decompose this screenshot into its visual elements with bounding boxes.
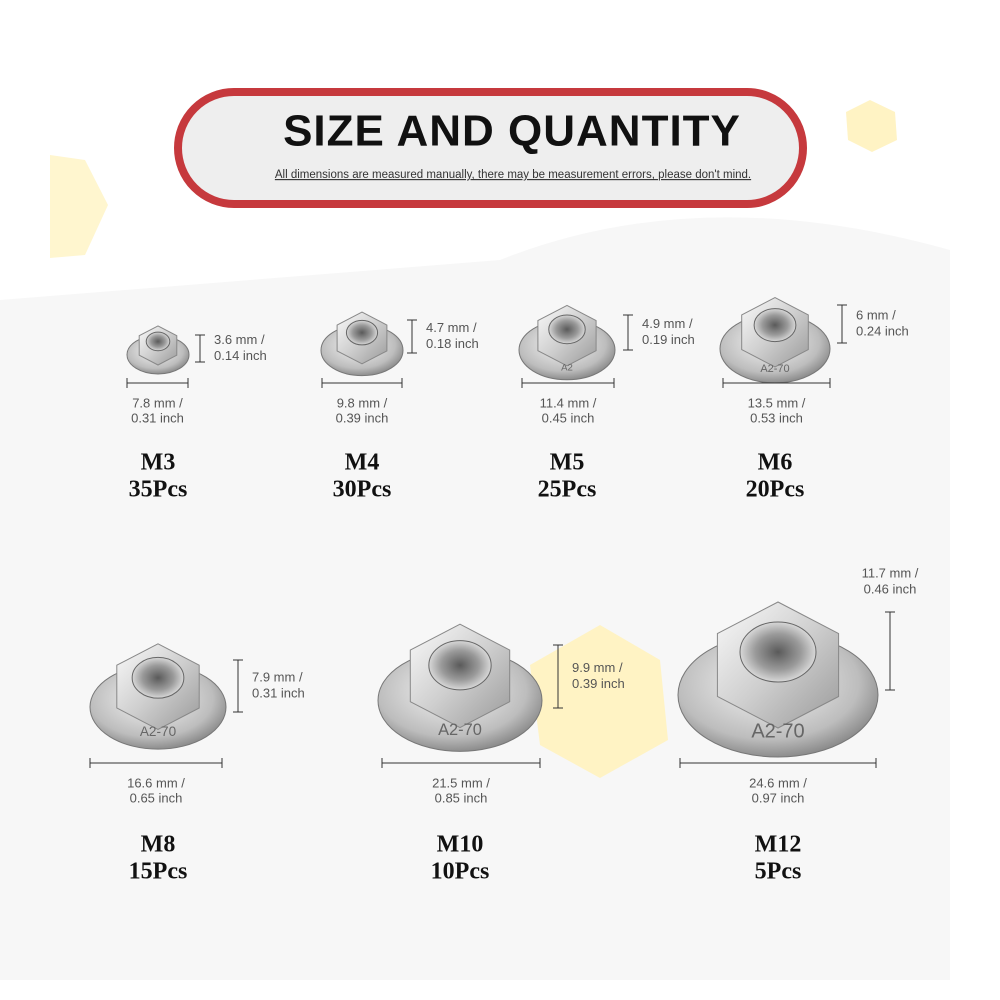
nut-stamp: A2-70 [751, 720, 804, 742]
size-label: M3 [141, 450, 176, 476]
nut [320, 311, 404, 377]
height-label: 3.6 mm / [214, 332, 265, 347]
height-label: 0.46 inch [864, 581, 917, 596]
quantity-label: 25Pcs [538, 477, 597, 503]
height-label: 0.18 inch [426, 336, 479, 351]
height-label: 0.31 inch [252, 685, 305, 700]
header-pill [174, 88, 807, 208]
nut-stamp: A2 [561, 362, 573, 373]
nut [126, 325, 190, 375]
width-label: 16.6 mm / [127, 775, 185, 790]
nut: A2-70 [719, 297, 831, 384]
quantity-label: 35Pcs [129, 477, 188, 503]
nut: A2-70 [89, 643, 227, 750]
width-label: 0.53 inch [750, 410, 803, 425]
width-label: 13.5 mm / [748, 395, 806, 410]
height-label: 0.39 inch [572, 676, 625, 691]
height-label: 0.24 inch [856, 323, 909, 338]
height-label: 9.9 mm / [572, 660, 623, 675]
quantity-label: 10Pcs [431, 859, 490, 885]
nut-stamp: A2-70 [760, 363, 789, 375]
nut-stamp: A2-70 [140, 724, 177, 739]
size-label: M12 [755, 832, 802, 858]
width-label: 7.8 mm / [132, 395, 183, 410]
deco-hexagon [50, 155, 108, 258]
quantity-label: 20Pcs [746, 477, 805, 503]
size-label: M8 [141, 832, 176, 858]
nut-hole [428, 640, 492, 691]
deco-hexagon [530, 625, 668, 778]
quantity-label: 30Pcs [333, 477, 392, 503]
width-label: 0.97 inch [752, 790, 805, 805]
nut-stamp: A2-70 [438, 721, 482, 739]
background-shape [0, 217, 950, 981]
height-label: 7.9 mm / [252, 669, 303, 684]
width-label: 9.8 mm / [337, 395, 388, 410]
header-title: SIZE AND QUANTITY [283, 107, 741, 156]
width-label: 0.85 inch [435, 790, 488, 805]
nut-hole [145, 331, 171, 352]
size-label: M6 [758, 450, 793, 476]
height-label: 4.9 mm / [642, 316, 693, 331]
size-label: M5 [550, 450, 585, 476]
width-label: 0.45 inch [542, 410, 595, 425]
height-label: 6 mm / [856, 307, 896, 322]
nut: A2 [518, 304, 616, 381]
width-label: 21.5 mm / [432, 775, 490, 790]
nut: A2-70 [677, 601, 879, 758]
width-label: 0.31 inch [131, 410, 184, 425]
height-label: 11.7 mm / [862, 565, 919, 580]
quantity-label: 15Pcs [129, 859, 188, 885]
width-label: 0.65 inch [130, 790, 183, 805]
height-label: 0.19 inch [642, 332, 695, 347]
nut-hole [131, 656, 185, 699]
header-subtitle: All dimensions are measured manually, th… [275, 169, 751, 181]
size-label: M4 [345, 450, 380, 476]
nut-hole [739, 621, 817, 683]
nut-hole [345, 319, 379, 346]
nut: A2-70 [377, 623, 543, 752]
quantity-label: 5Pcs [755, 859, 802, 885]
height-label: 4.7 mm / [426, 320, 477, 335]
deco-hexagon [846, 100, 897, 152]
nut-hole [753, 308, 797, 343]
height-label: 0.14 inch [214, 348, 267, 363]
size-label: M10 [437, 832, 484, 858]
nut-hole [548, 314, 586, 345]
width-label: 24.6 mm / [749, 775, 807, 790]
width-label: 0.39 inch [336, 410, 389, 425]
width-label: 11.4 mm / [540, 395, 597, 410]
